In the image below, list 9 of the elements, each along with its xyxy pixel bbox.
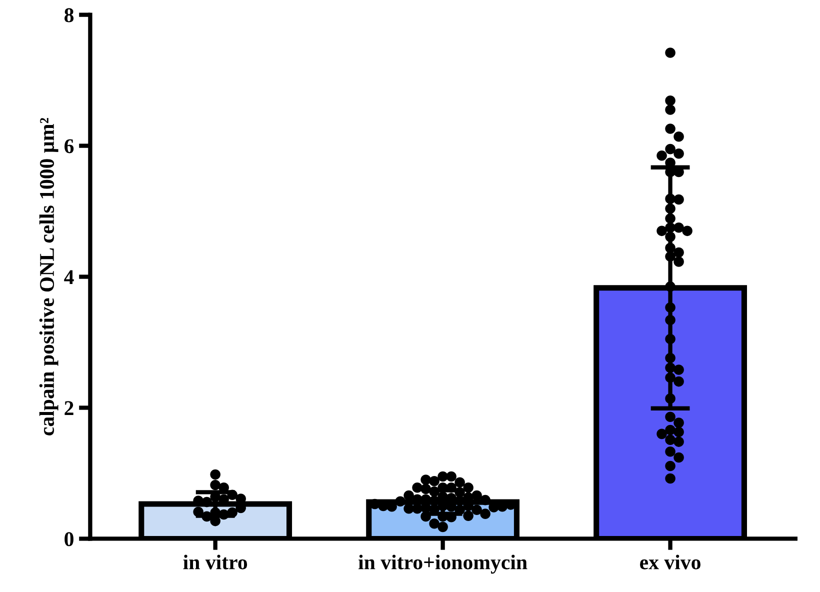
y-tick-label: 6 <box>64 139 74 154</box>
x-tick-label: in vitro+ionomycin <box>358 554 528 574</box>
x-tick-label: ex vivo <box>640 554 700 570</box>
y-tick-label: 0 <box>64 532 74 546</box>
x-tick-label: in vitro <box>183 554 248 570</box>
y-axis-title: calpain positive ONL cells 1000 µm² <box>39 118 58 436</box>
y-tick-label: 2 <box>64 401 74 415</box>
y-tick-label: 4 <box>64 270 74 284</box>
y-tick-label: 8 <box>64 8 74 22</box>
